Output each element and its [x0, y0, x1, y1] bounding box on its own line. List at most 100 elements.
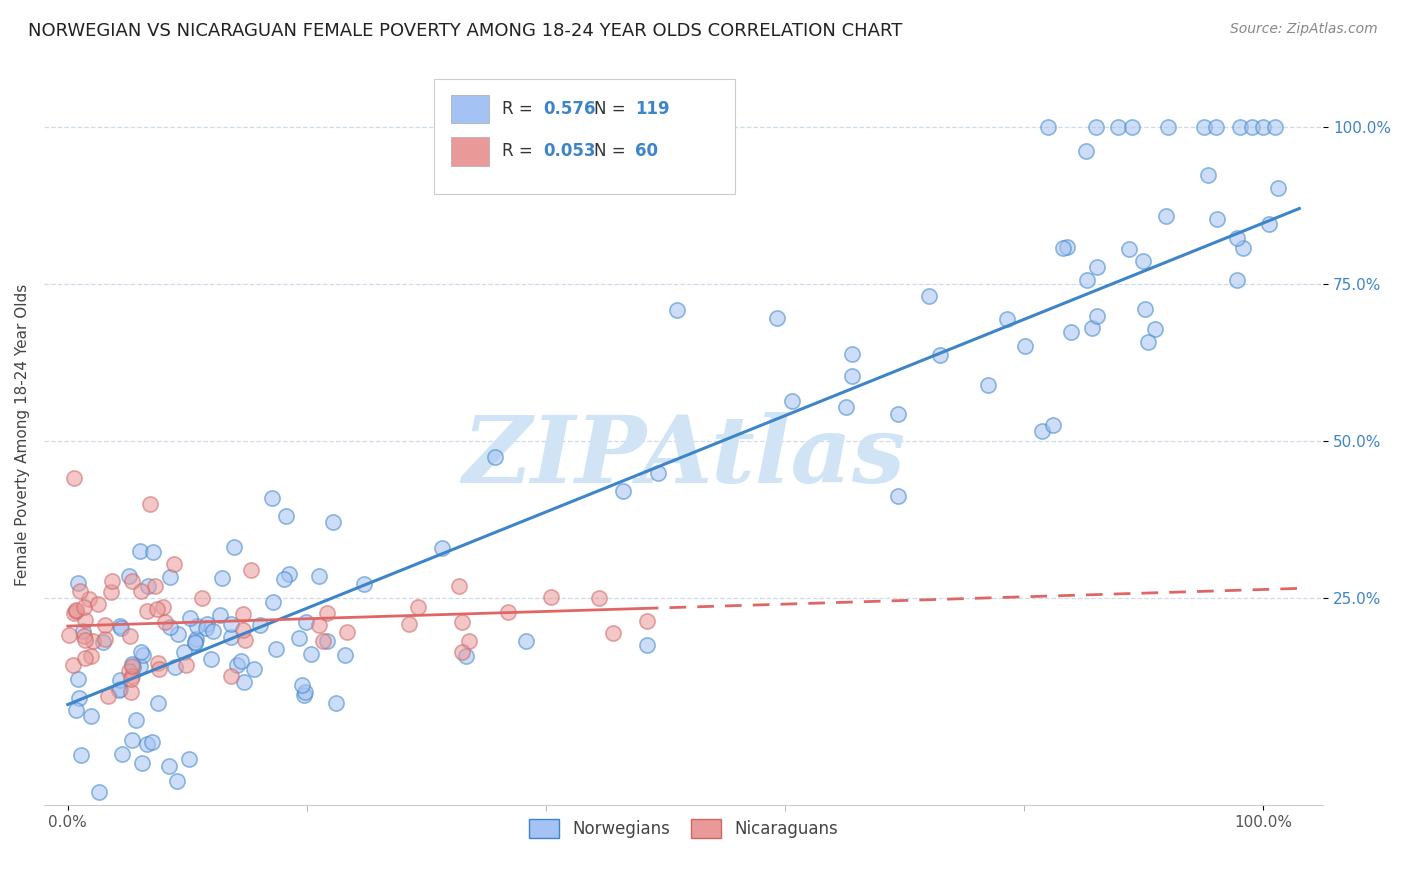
Point [1085, 260, 1108, 274]
Text: 119: 119 [636, 100, 669, 119]
Text: Source: ZipAtlas.com: Source: ZipAtlas.com [1230, 22, 1378, 37]
Point [219, 617, 242, 632]
Point [612, 484, 634, 499]
Point [232, 623, 254, 637]
Point [1076, 273, 1098, 287]
Point [211, 571, 233, 585]
Point [222, 540, 245, 554]
Point [636, 638, 658, 652]
Point [67, 575, 90, 590]
Point [111, 747, 134, 761]
Point [299, 647, 322, 661]
Point [179, 611, 201, 625]
Point [233, 633, 256, 648]
Point [159, 570, 181, 584]
Point [208, 608, 231, 623]
Point [129, 658, 152, 673]
Point [308, 569, 330, 583]
Point [89, 785, 111, 799]
Point [110, 621, 132, 635]
Point [515, 634, 537, 648]
Point [94, 632, 117, 646]
Point [143, 579, 166, 593]
Point [87, 597, 110, 611]
Point [201, 624, 224, 639]
Point [1264, 120, 1286, 134]
Point [141, 735, 163, 749]
Point [108, 619, 131, 633]
Point [121, 659, 143, 673]
Point [294, 685, 316, 699]
Point [121, 660, 143, 674]
Point [406, 599, 429, 614]
Point [995, 311, 1018, 326]
Point [1226, 273, 1249, 287]
Point [666, 302, 689, 317]
Point [496, 605, 519, 619]
Point [73, 633, 96, 648]
Point [1257, 217, 1279, 231]
Point [333, 648, 356, 662]
Point [219, 668, 242, 682]
Text: N =: N = [593, 100, 626, 119]
Point [163, 557, 186, 571]
Point [835, 401, 858, 415]
Y-axis label: Female Poverty Among 18-24 Year Olds: Female Poverty Among 18-24 Year Olds [15, 284, 30, 586]
Point [1253, 120, 1275, 134]
Point [239, 563, 262, 577]
Point [928, 348, 950, 362]
Point [146, 657, 169, 671]
Point [62, 657, 84, 672]
Point [312, 634, 335, 648]
Point [63, 606, 86, 620]
Point [82, 634, 104, 648]
Point [588, 591, 610, 605]
Point [451, 615, 474, 629]
FancyBboxPatch shape [451, 137, 489, 166]
Point [139, 497, 162, 511]
Point [191, 591, 214, 605]
FancyBboxPatch shape [434, 78, 735, 194]
Point [1132, 253, 1154, 268]
Point [184, 632, 207, 646]
Point [316, 606, 339, 620]
Point [1229, 120, 1251, 134]
Point [65, 704, 87, 718]
Point [72, 624, 94, 638]
Point [1121, 120, 1143, 134]
Point [766, 310, 789, 325]
Point [636, 615, 658, 629]
Point [887, 489, 910, 503]
Point [398, 616, 420, 631]
Point [647, 467, 669, 481]
Point [1056, 240, 1078, 254]
Point [75, 613, 97, 627]
Point [93, 635, 115, 649]
Point [291, 677, 314, 691]
Text: ZIPAtlas: ZIPAtlas [463, 412, 905, 502]
Point [1267, 181, 1289, 195]
Point [118, 569, 141, 583]
Point [841, 347, 863, 361]
Point [129, 645, 152, 659]
Point [1192, 120, 1215, 134]
Point [120, 685, 142, 699]
Point [1137, 334, 1160, 349]
FancyBboxPatch shape [451, 95, 489, 123]
Point [58, 628, 80, 642]
Point [1135, 302, 1157, 317]
Point [73, 650, 96, 665]
Point [194, 621, 217, 635]
Point [262, 595, 284, 609]
Point [308, 617, 330, 632]
Point [226, 657, 249, 672]
Point [184, 636, 207, 650]
Point [219, 630, 242, 644]
Point [1107, 120, 1129, 135]
Point [132, 648, 155, 662]
Point [447, 579, 470, 593]
Point [69, 583, 91, 598]
Point [1206, 212, 1229, 227]
Point [1080, 321, 1102, 335]
Point [1232, 242, 1254, 256]
